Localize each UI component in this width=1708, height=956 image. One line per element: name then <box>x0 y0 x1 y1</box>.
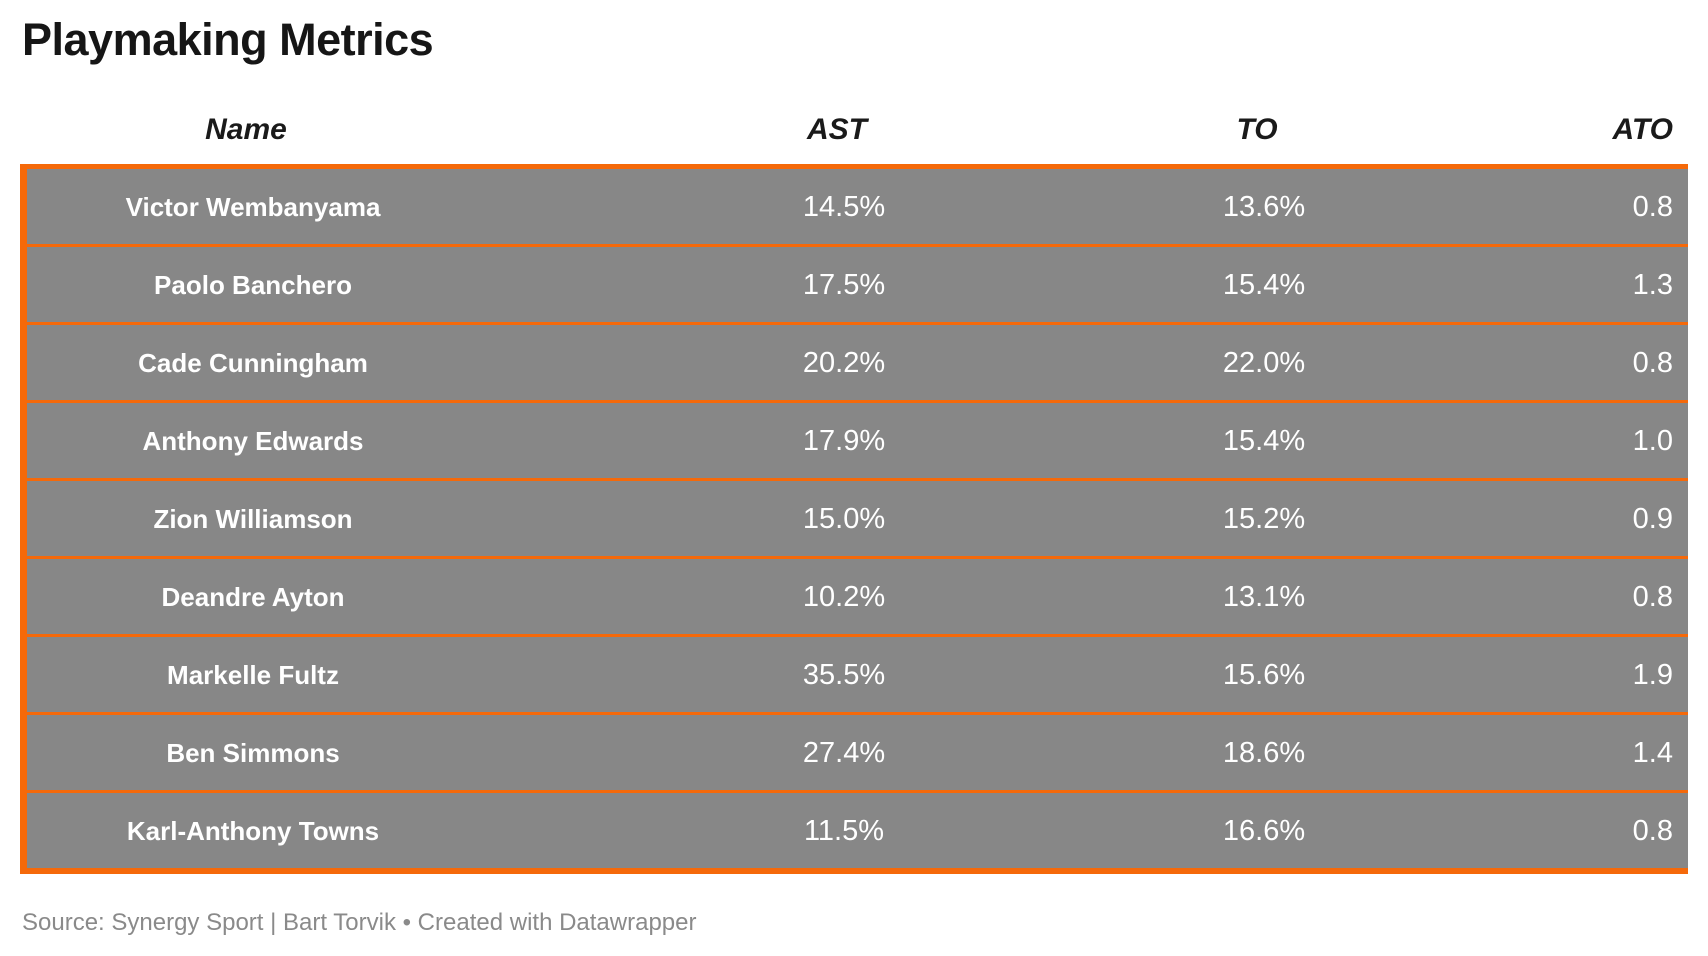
table-row: Karl-Anthony Towns 11.5% 16.6% 0.8 <box>27 790 1688 868</box>
cell-name: Anthony Edwards <box>142 425 364 456</box>
cell-name: Paolo Banchero <box>154 269 352 300</box>
page-title: Playmaking Metrics <box>22 14 434 65</box>
cell-name: Karl-Anthony Towns <box>126 815 380 846</box>
cell-name: Zion Williamson <box>153 503 353 534</box>
cell-ato: 1.4 <box>1632 736 1673 769</box>
cell-ast: 20.2% <box>802 346 886 379</box>
cell-ato: 0.9 <box>1632 502 1673 535</box>
table-header-row: Name AST TO ATO <box>20 66 1688 164</box>
cell-to: 15.6% <box>1222 658 1306 691</box>
header-cell-ato: ATO <box>1612 113 1673 146</box>
source-attribution: Source: Synergy Sport | Bart Torvik • Cr… <box>22 909 697 936</box>
metrics-table: Victor Wembanyama 14.5% 13.6% 0.8 Paolo Banc… <box>20 164 1688 874</box>
header-cell-to: TO <box>1236 113 1278 146</box>
cell-ato: 1.3 <box>1632 268 1673 301</box>
cell-ast: 35.5% <box>802 658 886 691</box>
table-row: Markelle Fultz 35.5% 15.6% 1.9 <box>27 634 1688 712</box>
cell-ast: 10.2% <box>802 580 886 613</box>
cell-name: Victor Wembanyama <box>125 191 381 222</box>
table-row: Paolo Banchero 17.5% 15.4% 1.3 <box>27 244 1688 322</box>
cell-to: 13.6% <box>1222 190 1306 223</box>
cell-ast: 27.4% <box>802 736 886 769</box>
cell-name: Cade Cunningham <box>138 347 368 378</box>
cell-ast: 17.5% <box>802 268 886 301</box>
cell-ato: 0.8 <box>1632 814 1673 847</box>
table-row: Ben Simmons 27.4% 18.6% 1.4 <box>27 712 1688 790</box>
cell-to: 15.4% <box>1222 424 1306 457</box>
header-cell-name: Name <box>205 113 287 146</box>
table-row: Victor Wembanyama 14.5% 13.6% 0.8 <box>27 169 1688 244</box>
cell-ato: 1.9 <box>1632 658 1673 691</box>
cell-to: 15.4% <box>1222 268 1306 301</box>
cell-to: 22.0% <box>1222 346 1306 379</box>
table-row: Anthony Edwards 17.9% 15.4% 1.0 <box>27 400 1688 478</box>
cell-to: 13.1% <box>1222 580 1306 613</box>
table-row: Deandre Ayton 10.2% 13.1% 0.8 <box>27 556 1688 634</box>
cell-to: 15.2% <box>1222 502 1306 535</box>
cell-to: 16.6% <box>1222 814 1306 847</box>
table-row: Cade Cunningham 20.2% 22.0% 0.8 <box>27 322 1688 400</box>
cell-ato: 0.8 <box>1632 346 1673 379</box>
cell-ato: 1.0 <box>1632 424 1673 457</box>
cell-ast: 11.5% <box>803 814 885 847</box>
cell-name: Deandre Ayton <box>161 581 345 612</box>
cell-name: Ben Simmons <box>166 737 340 768</box>
cell-to: 18.6% <box>1222 736 1306 769</box>
cell-ast: 14.5% <box>802 190 886 223</box>
header-cell-ast: AST <box>807 113 867 146</box>
table-row: Zion Williamson 15.0% 15.2% 0.9 <box>27 478 1688 556</box>
cell-ato: 0.8 <box>1632 190 1673 223</box>
cell-name: Markelle Fultz <box>167 659 339 690</box>
cell-ast: 15.0% <box>802 502 886 535</box>
cell-ast: 17.9% <box>802 424 886 457</box>
cell-ato: 0.8 <box>1632 580 1673 613</box>
